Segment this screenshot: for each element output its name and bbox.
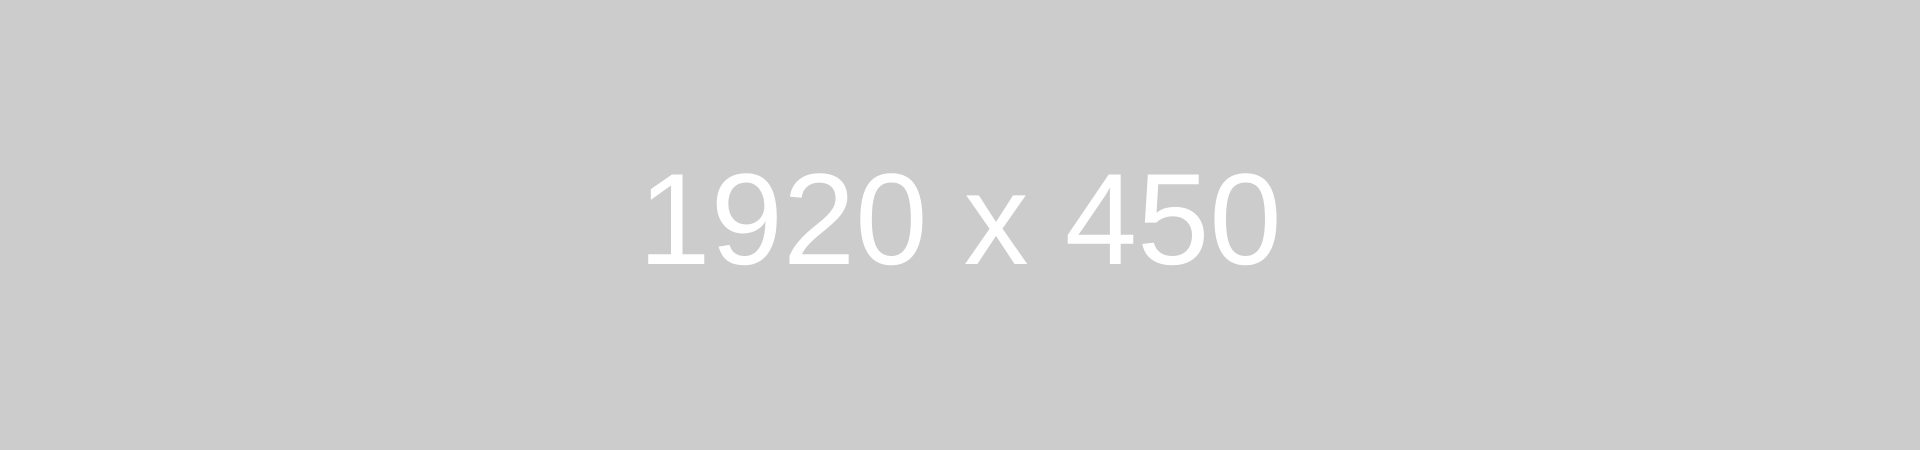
dimensions-label: 1920 x 450	[638, 146, 1282, 292]
